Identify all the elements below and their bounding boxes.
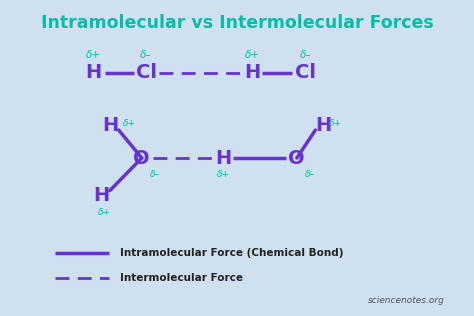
- Text: H: H: [315, 116, 331, 135]
- Text: H: H: [245, 63, 261, 82]
- Text: δ–: δ–: [305, 170, 315, 179]
- Text: O: O: [289, 149, 305, 167]
- Text: Intermolecular Force: Intermolecular Force: [119, 272, 243, 283]
- Text: δ–: δ–: [140, 50, 152, 60]
- Text: δ+: δ+: [328, 119, 342, 128]
- Text: δ+: δ+: [217, 170, 230, 179]
- Text: sciencenotes.org: sciencenotes.org: [368, 296, 445, 306]
- Text: H: H: [85, 63, 101, 82]
- Text: δ–: δ–: [150, 170, 160, 179]
- Text: δ+: δ+: [85, 50, 100, 60]
- Text: δ+: δ+: [123, 119, 136, 128]
- Text: δ+: δ+: [245, 50, 260, 60]
- Text: Intramolecular vs Intermolecular Forces: Intramolecular vs Intermolecular Forces: [41, 14, 433, 32]
- Text: δ+: δ+: [98, 208, 110, 217]
- Text: Intramolecular Force (Chemical Bond): Intramolecular Force (Chemical Bond): [119, 248, 343, 258]
- Text: Cl: Cl: [295, 63, 316, 82]
- Text: δ–: δ–: [300, 50, 311, 60]
- Text: O: O: [134, 149, 150, 167]
- Text: H: H: [102, 116, 119, 135]
- Text: Cl: Cl: [136, 63, 157, 82]
- Text: H: H: [216, 149, 232, 167]
- Text: H: H: [94, 186, 110, 205]
